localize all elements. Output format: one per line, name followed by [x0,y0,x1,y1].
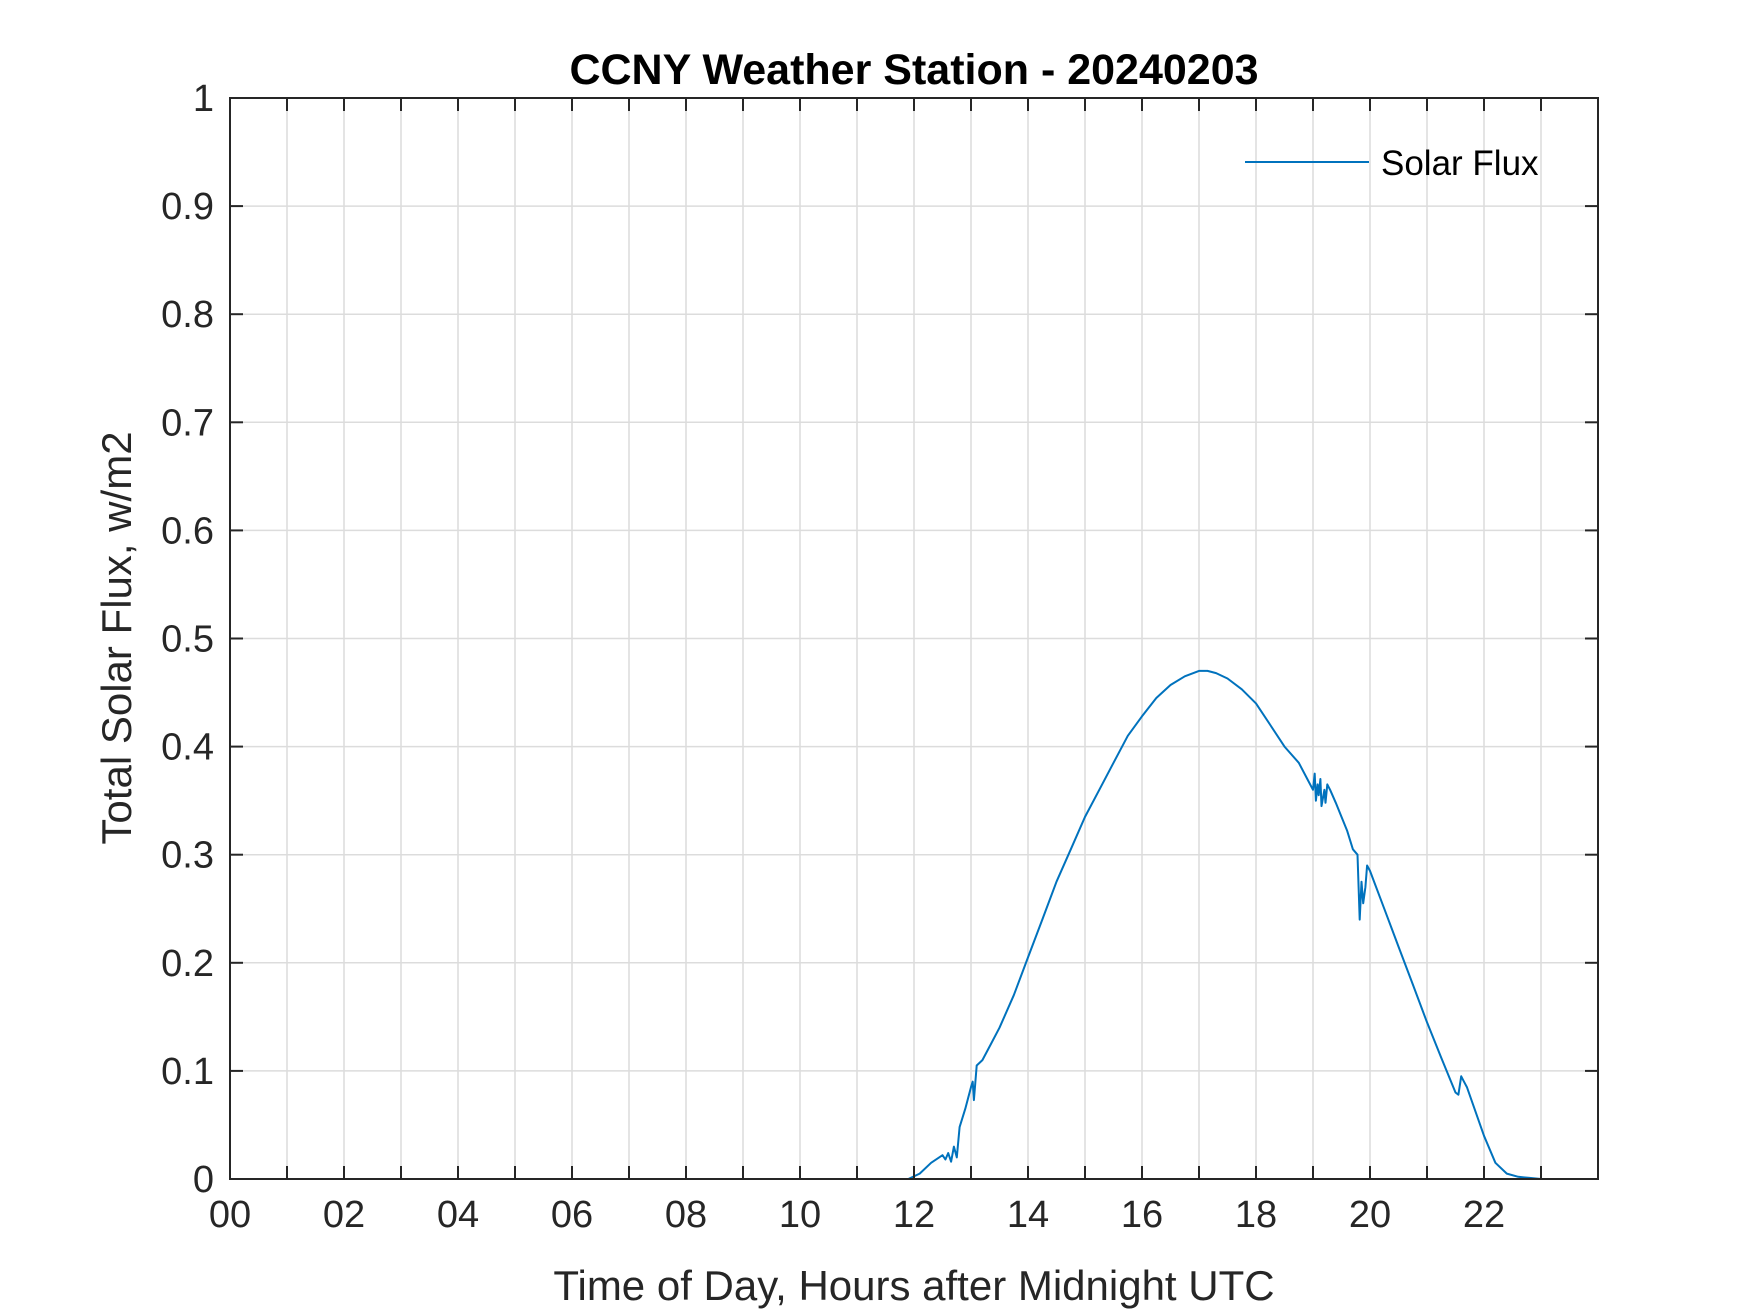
y-tick-label: 0 [193,1159,214,1201]
x-tick-label: 02 [323,1194,365,1236]
y-tick-label: 0.4 [161,727,214,769]
y-tick-label: 0.2 [161,943,214,985]
x-tick-labels: 00 02 04 06 08 10 12 14 16 18 20 22 [209,1194,1505,1236]
y-tick-label: 0.1 [161,1051,214,1093]
y-tick-label: 1 [193,78,214,120]
x-tick-label: 04 [437,1194,479,1236]
x-tick-label: 14 [1007,1194,1049,1236]
x-tick-label: 12 [893,1194,935,1236]
y-tick-labels: 0 0.1 0.2 0.3 0.4 0.5 0.6 0.7 0.8 0.9 1 [161,78,214,1201]
series-line-solar-flux [230,669,1598,1180]
y-tick-label: 0.7 [161,402,214,444]
x-tick-label: 10 [779,1194,821,1236]
y-tick-label: 0.8 [161,294,214,336]
y-axis-label: Total Solar Flux, w/m2 [93,431,140,844]
x-tick-label: 18 [1235,1194,1277,1236]
x-tick-label: 20 [1349,1194,1391,1236]
x-tick-label: 08 [665,1194,707,1236]
x-tick-label: 06 [551,1194,593,1236]
y-tick-label: 0.9 [161,186,214,228]
x-tick-label: 16 [1121,1194,1163,1236]
x-tick-label: 00 [209,1194,251,1236]
ticks [229,97,1599,1180]
y-tick-label: 0.6 [161,510,214,552]
x-tick-label: 22 [1463,1194,1505,1236]
y-tick-label: 0.5 [161,619,214,661]
y-tick-label: 0.3 [161,835,214,877]
grid [229,97,1599,1180]
chart-title: CCNY Weather Station - 20240203 [569,46,1258,94]
legend: Solar Flux [1245,144,1539,183]
legend-label-solar-flux: Solar Flux [1381,144,1539,183]
series-layer [230,669,1598,1180]
x-axis-label: Time of Day, Hours after Midnight UTC [553,1262,1274,1309]
